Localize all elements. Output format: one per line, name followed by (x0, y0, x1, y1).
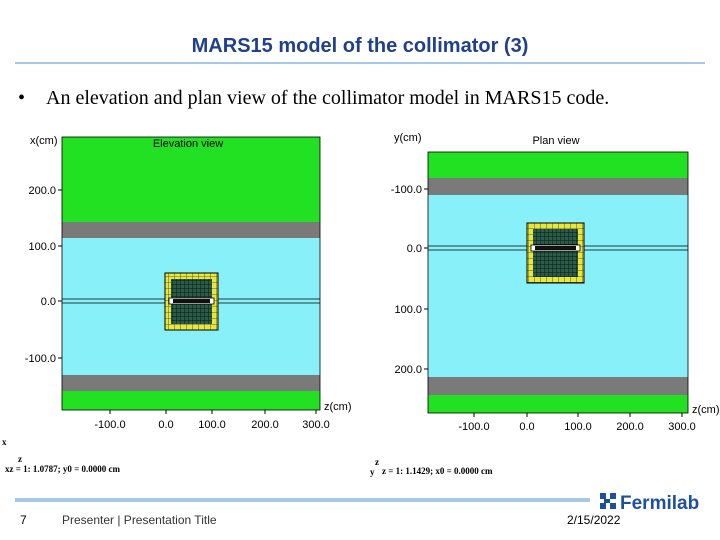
region (62, 222, 320, 238)
axis-mark: z (375, 457, 379, 467)
x-tick-label: -100.0 (94, 419, 125, 431)
x-tick-label: 200.0 (616, 421, 644, 433)
bullet-dot: • (18, 87, 25, 109)
region (62, 391, 320, 410)
panel-title: Plan view (532, 135, 579, 147)
panels: 200.0 100.0 0.0 -100.0 -100.0 0.0 100.0 200.0 30… (2, 132, 720, 477)
x-tick-label: 100.0 (564, 421, 592, 433)
plot-frame (427, 151, 689, 414)
panel-title: Elevation view (153, 138, 223, 150)
scale-note: z = 1: 1.1429; x0 = 0.0000 cm (382, 466, 493, 476)
logo-text: Fermilab (620, 493, 699, 514)
jaw (173, 299, 210, 303)
y-tick-label: 200.0 (394, 364, 422, 376)
plot (427, 151, 689, 414)
y-tick-label: -100.0 (25, 353, 56, 365)
y-axis-label: x(cm) (30, 135, 58, 147)
page-number: 7 (20, 513, 27, 527)
y-tick-label: 100.0 (28, 241, 56, 253)
y-axis-label: y(cm) (394, 132, 422, 144)
scale-note: xz = 1: 1.0787; y0 = 0.0000 cm (5, 464, 120, 474)
region (428, 152, 688, 178)
region (428, 377, 688, 395)
x-axis-label: z(cm) (324, 401, 352, 413)
region (428, 395, 688, 413)
date: 2/15/2022 (567, 513, 621, 527)
region (428, 195, 688, 377)
y-tick-label: 100.0 (394, 304, 422, 316)
y-tick-label: -100.0 (391, 184, 422, 196)
y-tick-label: 0.0 (407, 243, 422, 255)
y-tick-label: 200.0 (28, 185, 56, 197)
presenter: Presenter | Presentation Title (62, 513, 217, 527)
x-tick-label: 200.0 (251, 419, 279, 431)
plot (61, 136, 321, 411)
collimator-core (533, 229, 578, 277)
logo: Fermilab (600, 493, 699, 514)
y-tick-label: 0.0 (41, 296, 56, 308)
axis-mark: y (370, 467, 375, 477)
jaw (535, 246, 576, 250)
bullet-text: An elevation and plan view of the collim… (46, 87, 609, 109)
axis-mark: z (18, 454, 22, 464)
region (62, 137, 320, 222)
x-tick-label: -100.0 (458, 421, 489, 433)
x-axis-label: z(cm) (692, 404, 720, 416)
x-tick-label: 100.0 (198, 419, 226, 431)
region (428, 178, 688, 195)
x-tick-label: 0.0 (158, 419, 173, 431)
region (62, 375, 320, 391)
x-tick-label: 300.0 (668, 421, 696, 433)
x-tick-label: 0.0 (519, 421, 534, 433)
plot-frame (61, 136, 321, 411)
x-tick-label: 300.0 (302, 419, 330, 431)
slide-title: MARS15 model of the collimator (3) (192, 35, 529, 57)
axis-mark: x (2, 437, 7, 447)
